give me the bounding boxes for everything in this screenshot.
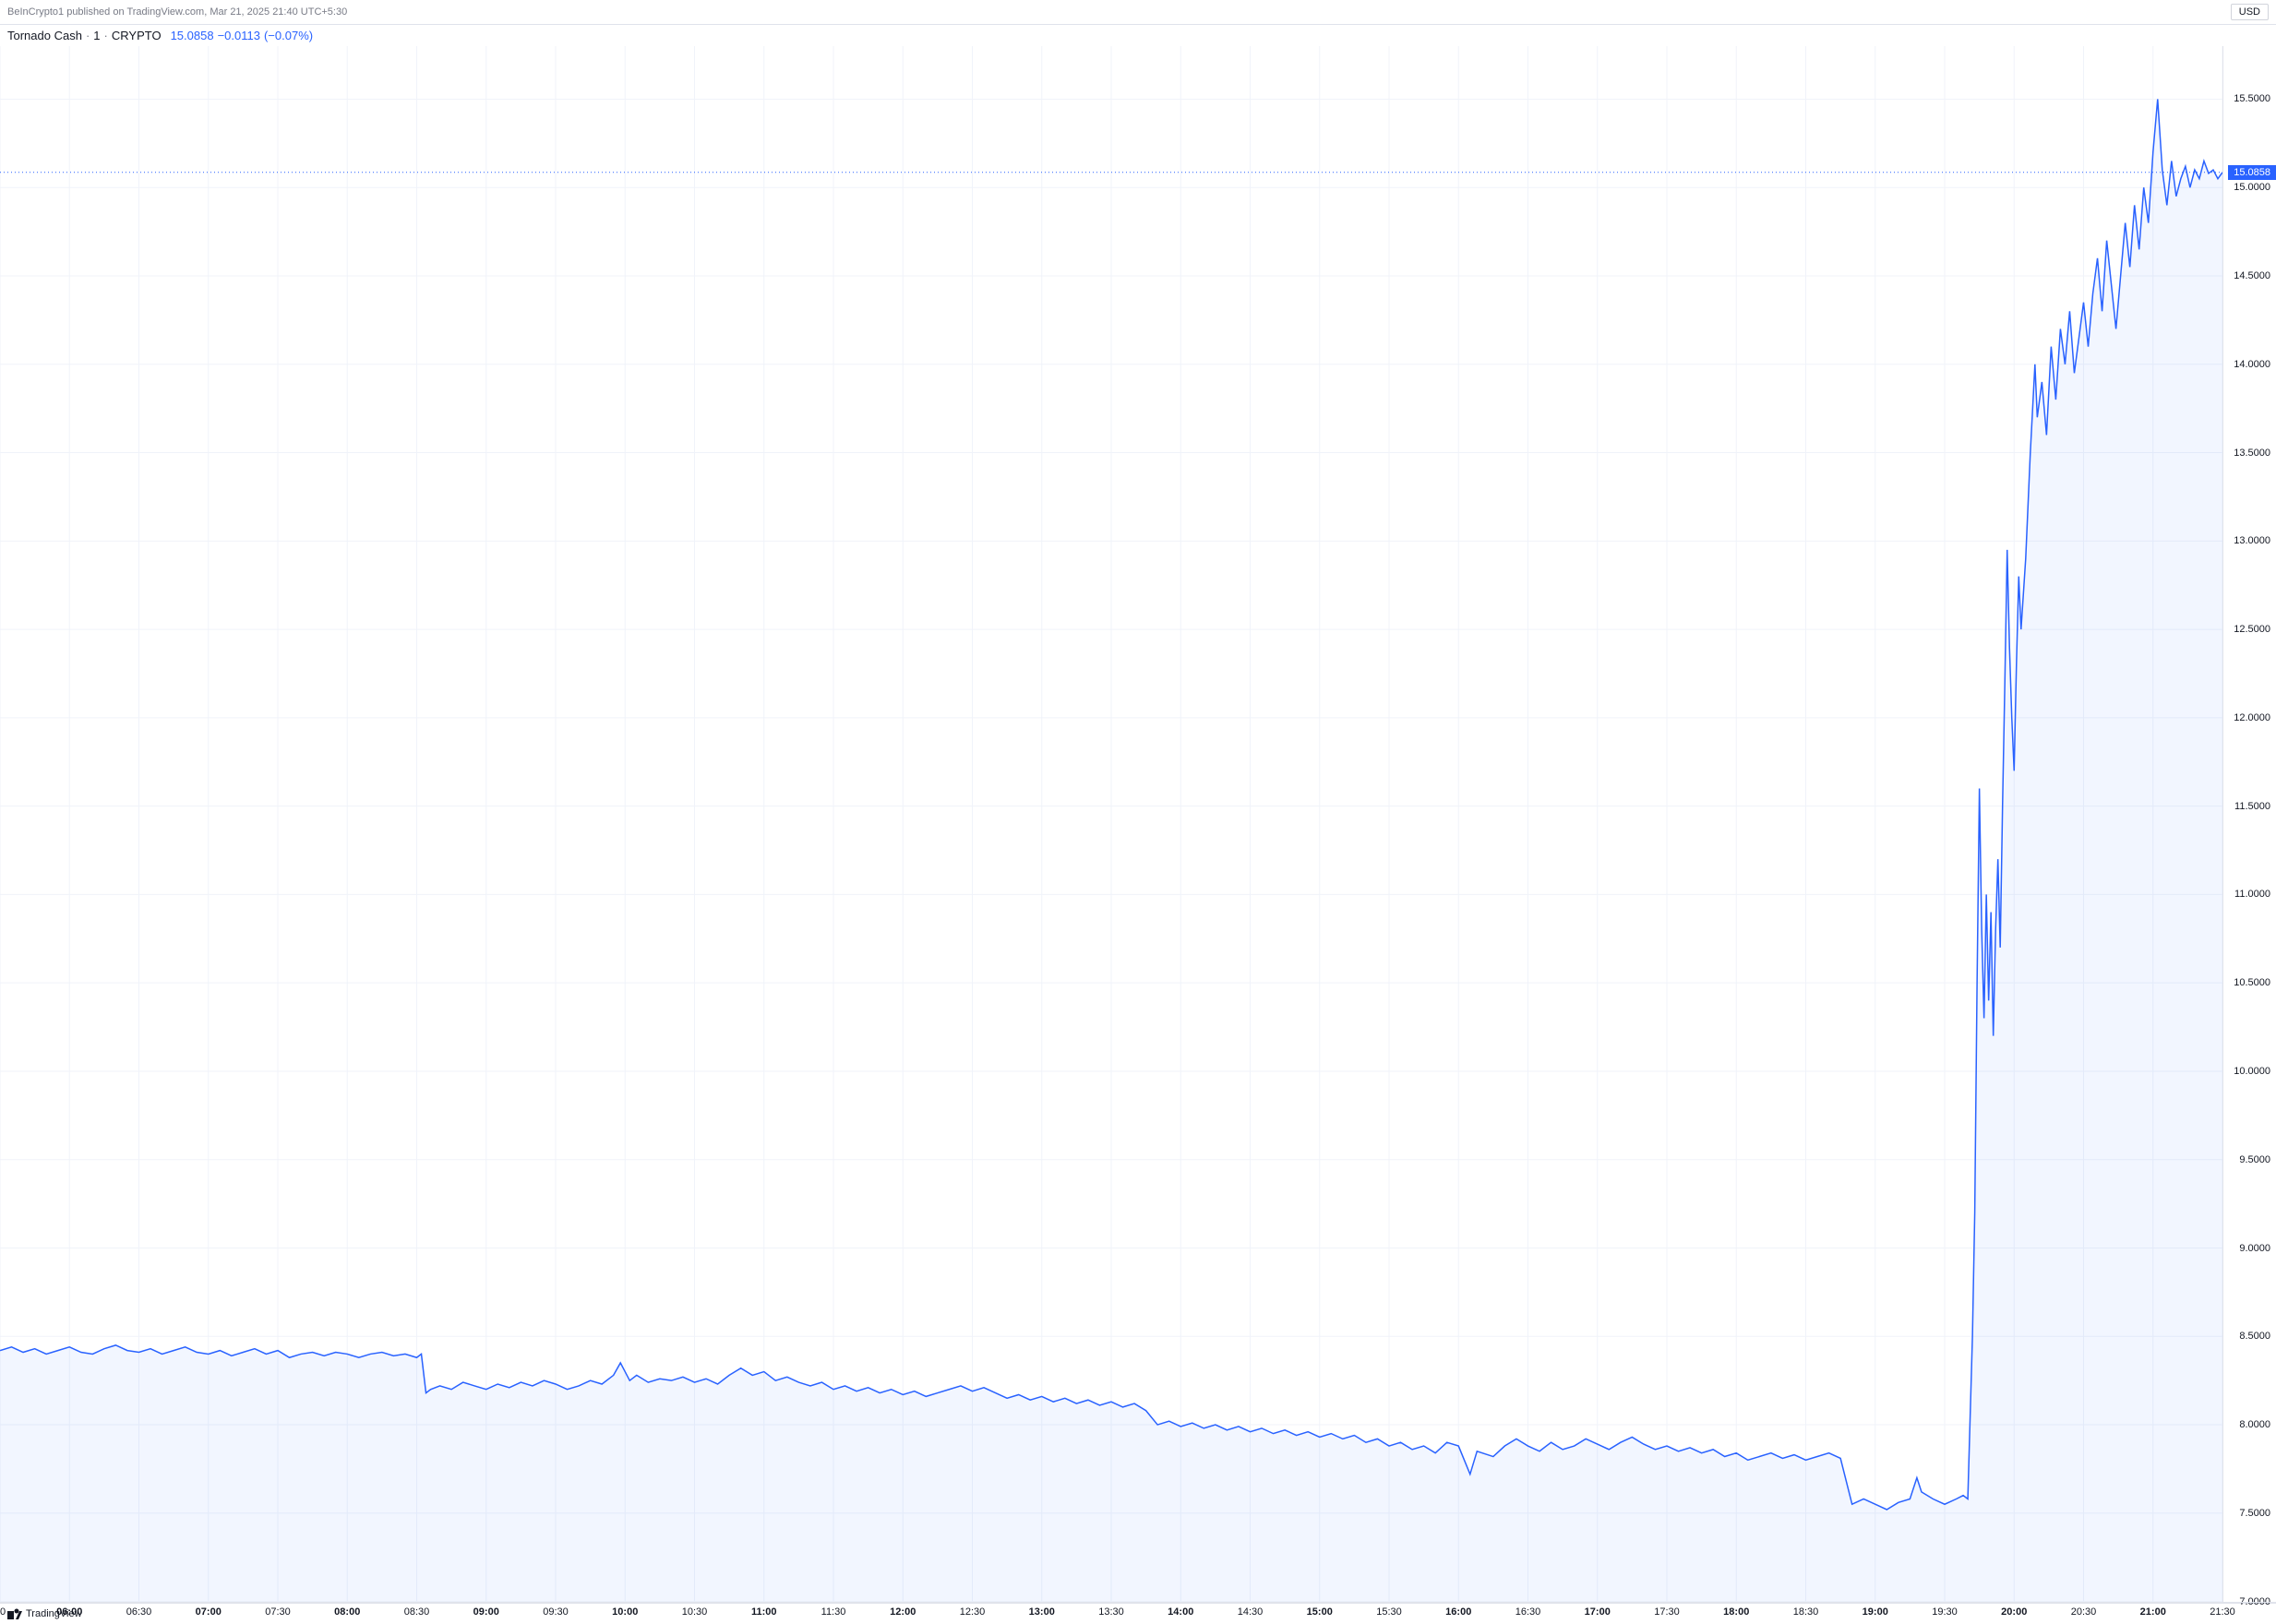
y-axis-tick: 7.5000 (2239, 1508, 2270, 1519)
x-axis-tick: 21:00 (2140, 1606, 2166, 1618)
y-axis-tick: 8.5000 (2239, 1331, 2270, 1342)
x-axis-tick: 19:30 (1932, 1606, 1958, 1618)
tradingview-logo-icon[interactable] (7, 1607, 22, 1620)
y-axis-tick: 15.0000 (2234, 182, 2270, 193)
x-axis-tick: 17:30 (1654, 1606, 1680, 1618)
symbol-info-bar: Tornado Cash · 1 · CRYPTO 15.0858 −0.011… (0, 25, 2276, 46)
x-axis[interactable]: 3006:0006:3007:0007:3008:0008:3009:0009:… (0, 1602, 2276, 1603)
price-change-abs: −0.0113 (218, 29, 260, 42)
last-price: 15.0858 (171, 29, 214, 42)
x-axis-tick: 12:30 (960, 1606, 986, 1618)
chart-container: BeInCrypto1 published on TradingView.com… (0, 0, 2276, 1149)
x-axis-tick: 18:00 (1723, 1606, 1749, 1618)
x-axis-tick: 12:00 (890, 1606, 916, 1618)
x-axis-tick: 13:00 (1029, 1606, 1055, 1618)
current-price-tag: 15.0858 (2228, 165, 2276, 180)
info-separator: · (104, 29, 108, 42)
x-axis-tick: 07:00 (196, 1606, 222, 1618)
y-axis-tick: 10.0000 (2234, 1066, 2270, 1077)
x-axis-tick: 20:00 (2001, 1606, 2027, 1618)
x-axis-tick: 14:00 (1168, 1606, 1193, 1618)
x-axis-tick: 11:30 (821, 1606, 846, 1618)
chart-interval[interactable]: 1 (93, 29, 100, 42)
x-axis-tick: 18:30 (1793, 1606, 1819, 1618)
y-axis-tick: 10.5000 (2234, 977, 2270, 988)
x-axis-tick: 06:00 (56, 1606, 82, 1618)
y-axis-tick: 15.5000 (2234, 93, 2270, 104)
x-axis-tick: 15:00 (1307, 1606, 1333, 1618)
x-axis-tick: 30 (0, 1606, 6, 1618)
exchange-name: CRYPTO (112, 29, 162, 42)
x-axis-tick: 08:00 (334, 1606, 360, 1618)
y-axis[interactable]: 7.00007.50008.00008.50009.00009.500010.0… (2222, 46, 2276, 1602)
x-axis-tick: 07:30 (265, 1606, 291, 1618)
x-axis-tick: 14:30 (1238, 1606, 1264, 1618)
y-axis-tick: 9.5000 (2239, 1154, 2270, 1165)
y-axis-tick: 11.5000 (2234, 801, 2270, 812)
x-axis-tick: 13:30 (1098, 1606, 1124, 1618)
symbol-name[interactable]: Tornado Cash (7, 29, 82, 42)
x-axis-tick: 16:00 (1445, 1606, 1471, 1618)
chart-pane[interactable] (0, 46, 2222, 1602)
y-axis-tick: 12.5000 (2234, 624, 2270, 635)
x-axis-tick: 10:30 (682, 1606, 708, 1618)
price-chart-svg[interactable] (0, 46, 2222, 1602)
y-axis-tick: 12.0000 (2234, 712, 2270, 723)
x-axis-tick: 11:00 (751, 1606, 777, 1618)
y-axis-tick: 9.0000 (2239, 1243, 2270, 1254)
x-axis-tick: 21:30 (2210, 1606, 2235, 1618)
x-axis-tick: 09:30 (543, 1606, 569, 1618)
y-axis-tick: 14.5000 (2234, 270, 2270, 281)
x-axis-tick: 06:30 (126, 1606, 152, 1618)
x-axis-tick: 10:00 (612, 1606, 638, 1618)
chart-header: BeInCrypto1 published on TradingView.com… (0, 0, 2276, 25)
y-axis-tick: 11.0000 (2234, 889, 2270, 900)
attribution-text: BeInCrypto1 published on TradingView.com… (7, 6, 347, 18)
x-axis-tick: 16:30 (1515, 1606, 1541, 1618)
price-change-pct: (−0.07%) (264, 29, 313, 42)
x-axis-tick: 20:30 (2071, 1606, 2097, 1618)
x-axis-tick: 08:30 (404, 1606, 430, 1618)
x-axis-tick: 17:00 (1585, 1606, 1611, 1618)
info-separator: · (86, 29, 90, 42)
y-axis-tick: 13.5000 (2234, 448, 2270, 459)
y-axis-tick: 13.0000 (2234, 535, 2270, 546)
x-axis-tick: 15:30 (1376, 1606, 1402, 1618)
currency-toggle-button[interactable]: USD (2231, 4, 2269, 20)
x-axis-tick: 19:00 (1863, 1606, 1888, 1618)
y-axis-tick: 14.0000 (2234, 359, 2270, 370)
y-axis-tick: 8.0000 (2239, 1419, 2270, 1430)
x-axis-tick: 09:00 (473, 1606, 499, 1618)
plot-area[interactable]: 7.00007.50008.00008.50009.00009.500010.0… (0, 46, 2276, 1602)
